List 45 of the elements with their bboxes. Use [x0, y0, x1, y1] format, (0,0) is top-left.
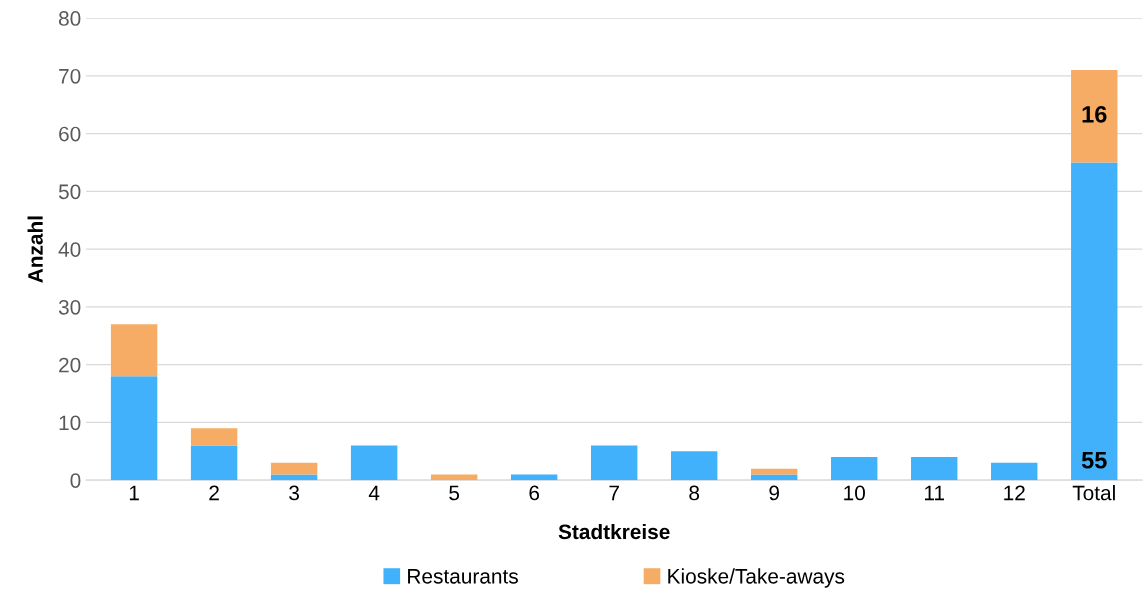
bar [1071, 70, 1118, 163]
legend-label: Kioske/Take-aways [668, 568, 845, 588]
y-tick-label: 30 [58, 299, 81, 315]
bar [110, 376, 158, 481]
bar [911, 457, 958, 481]
bar [590, 445, 638, 481]
x-tick-label: 6 [529, 485, 540, 501]
y-tick-label: 60 [59, 126, 81, 142]
x-axis-title: Stadtkreise [558, 523, 670, 540]
bar [510, 474, 558, 481]
y-tick-label: 20 [59, 357, 81, 373]
x-tick-label: 8 [689, 485, 700, 501]
bar [991, 462, 1038, 481]
bar [110, 324, 158, 377]
y-tick-label: 50 [58, 184, 81, 200]
bar [1071, 162, 1118, 481]
legend-label: Restaurants [408, 569, 518, 584]
x-tick-label: Total [1072, 485, 1115, 501]
x-tick-label: 11 [925, 485, 945, 501]
bar [190, 445, 238, 481]
bar [190, 428, 238, 446]
x-tick-label: 2 [209, 485, 219, 501]
y-tick-label: 40 [58, 242, 81, 257]
x-tick-label: 7 [609, 485, 619, 501]
x-tick-label: 9 [769, 485, 780, 501]
x-tick-label: 5 [449, 485, 460, 501]
bar [670, 451, 718, 481]
bar [831, 457, 878, 481]
x-tick-label: 4 [368, 485, 380, 501]
bar [270, 474, 318, 481]
x-tick-label: 12 [1004, 485, 1025, 501]
y-tick-label: 80 [58, 11, 81, 26]
bar [430, 474, 478, 481]
y-tick-label: 0 [70, 473, 81, 488]
bar [270, 462, 318, 475]
data-label: 16 [1082, 105, 1107, 123]
x-tick-label: 1 [129, 485, 139, 501]
data-label: 55 [1081, 452, 1107, 469]
y-tick-label: 70 [59, 68, 81, 84]
y-tick-label: 10 [59, 415, 81, 431]
x-tick-label: 10 [844, 485, 865, 501]
bar [751, 474, 798, 481]
bar [350, 445, 398, 481]
y-axis-title: Anzahl [27, 216, 43, 283]
x-tick-label: 3 [289, 485, 300, 501]
